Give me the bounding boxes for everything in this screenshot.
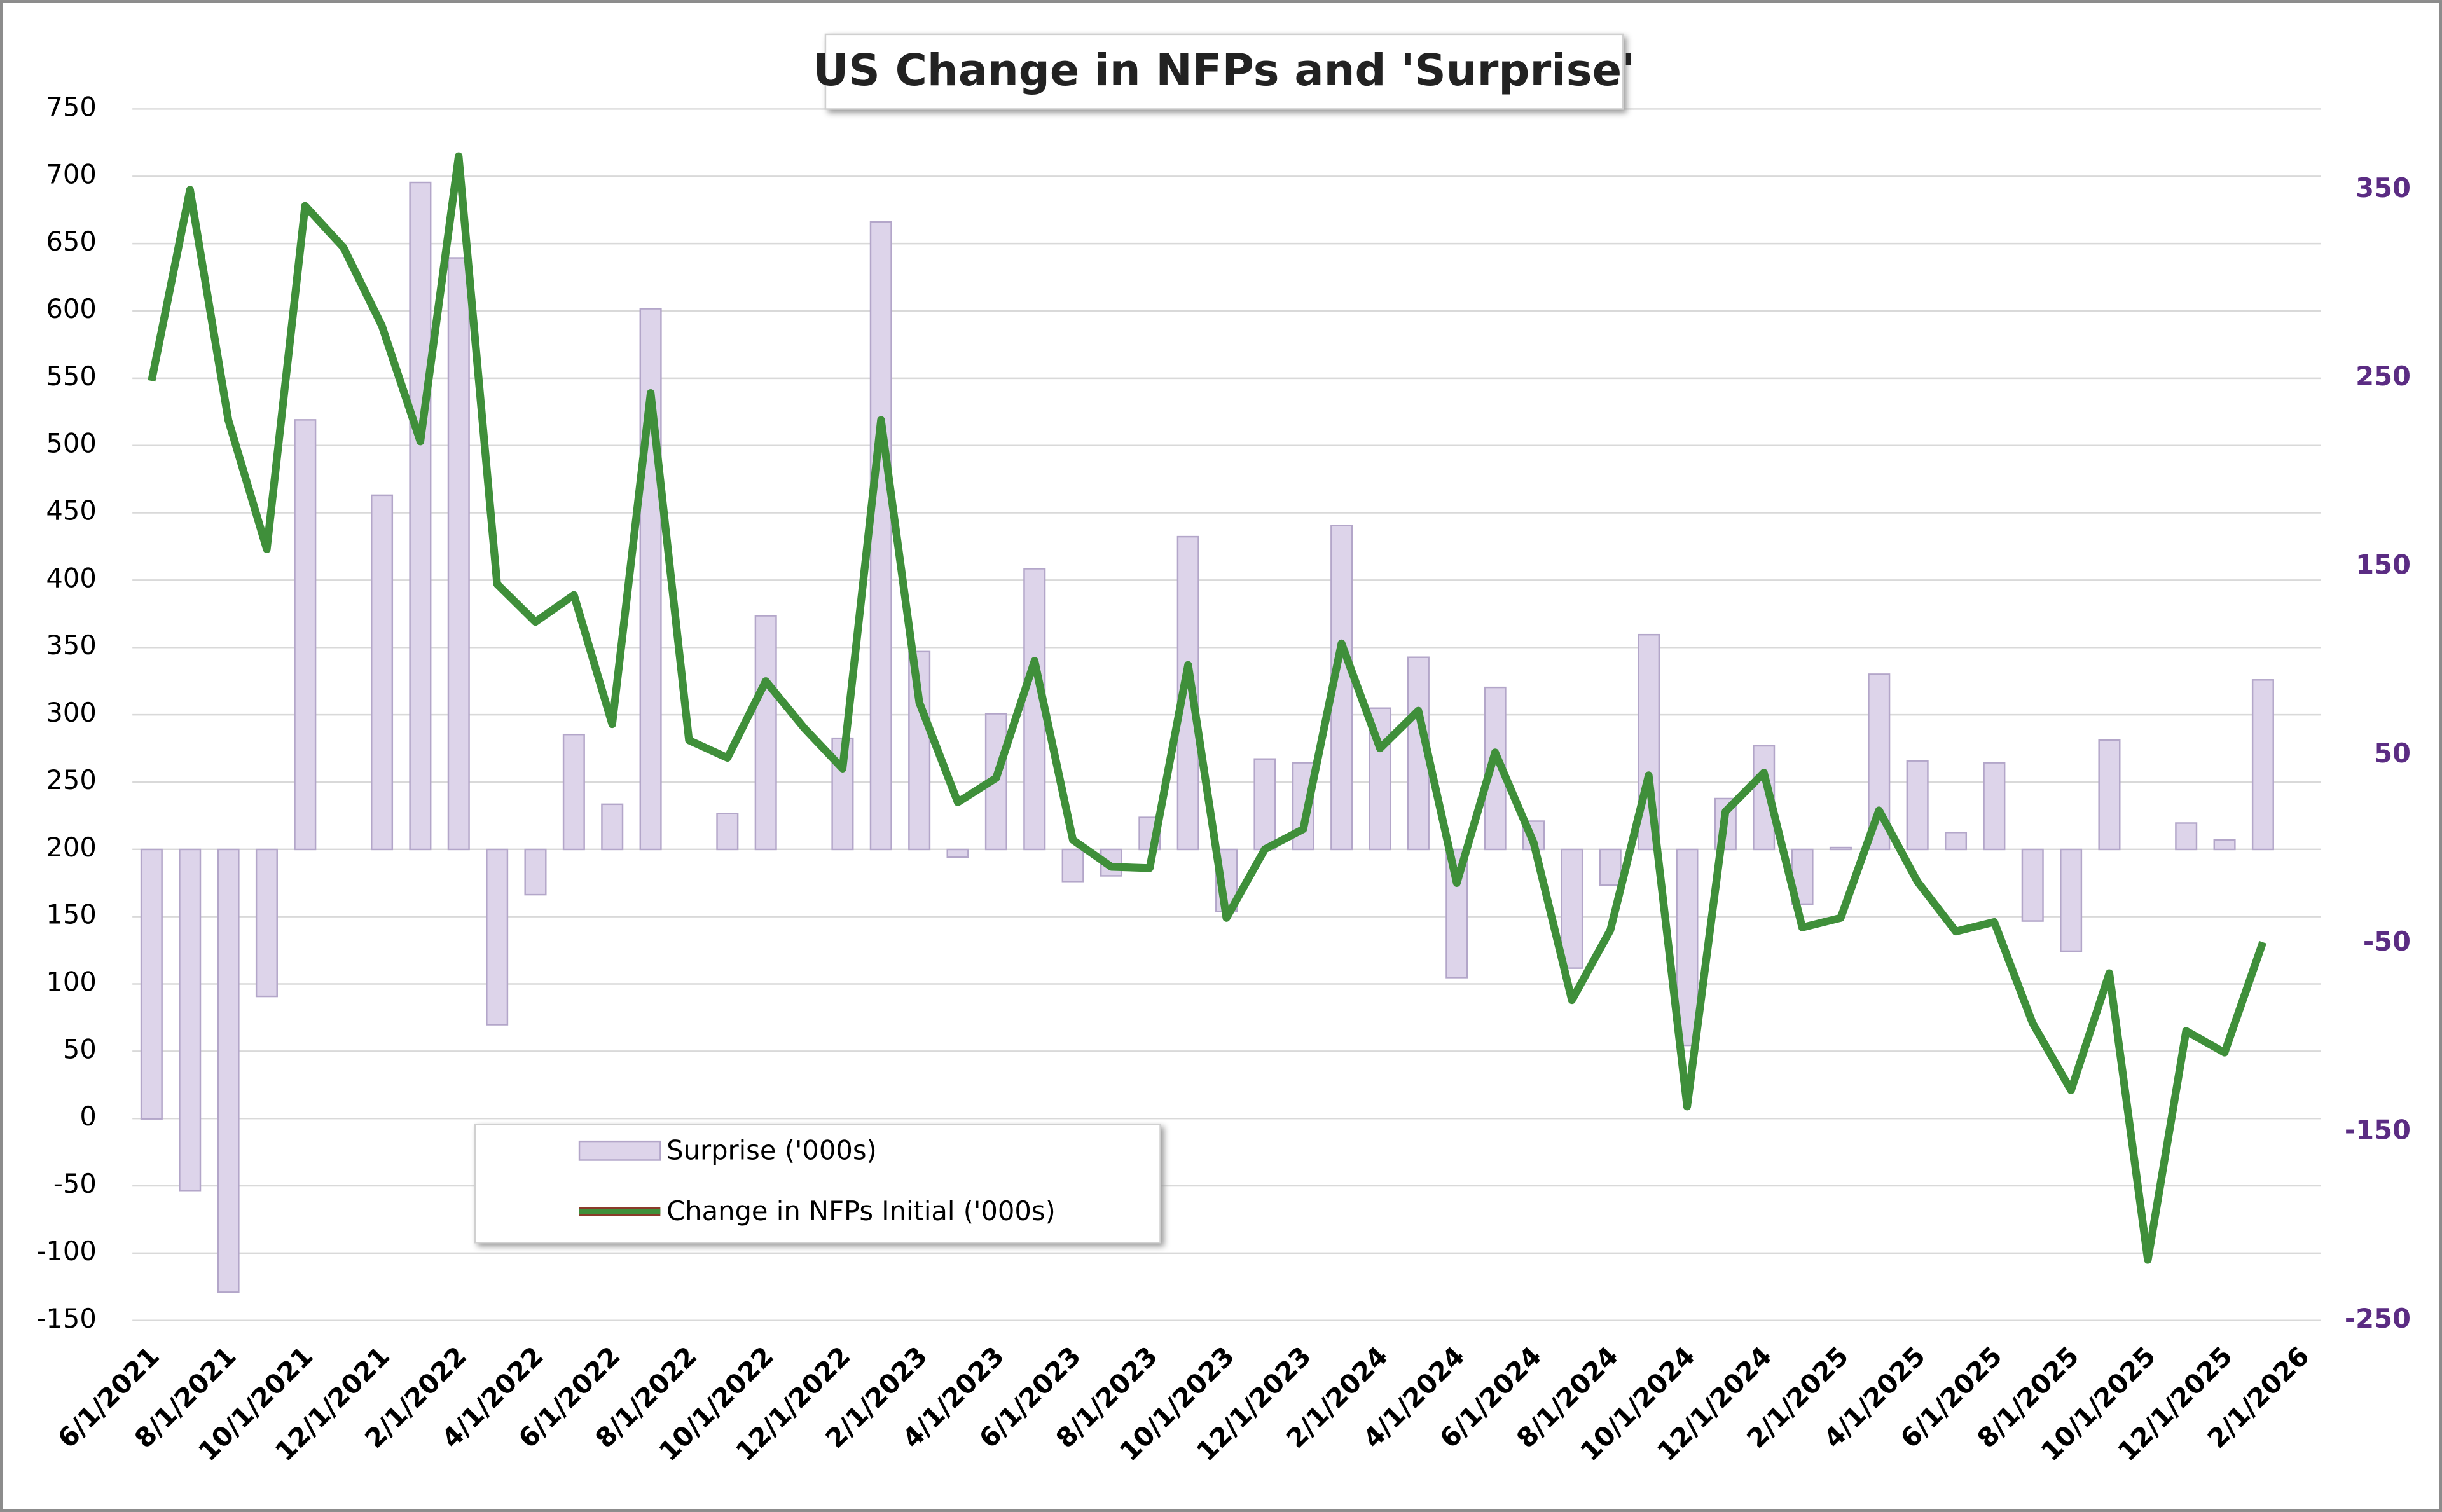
title-box — [824, 33, 1624, 110]
y-tick-label: 350 — [46, 629, 96, 661]
y-tick-label: 100 — [46, 966, 96, 998]
y2-tick-label: -250 — [2345, 1303, 2411, 1334]
bar — [1061, 848, 1084, 883]
y-tick-label: 150 — [46, 899, 96, 930]
bar — [524, 848, 547, 896]
y-tick-label: 700 — [46, 158, 96, 189]
y-tick-label: 650 — [46, 226, 96, 257]
y-tick-label: -100 — [36, 1235, 96, 1267]
plot — [140, 152, 2274, 1293]
bar — [1829, 846, 1852, 851]
bar — [294, 419, 317, 851]
legend-label: Change in NFPs Initial ('000s) — [666, 1195, 1056, 1227]
y-tick-label: 500 — [46, 428, 96, 459]
y-tick-label: 0 — [79, 1101, 96, 1132]
y2-tick-label: 350 — [2356, 172, 2411, 203]
bar — [179, 848, 202, 1192]
bar — [562, 733, 585, 851]
bar — [2213, 839, 2236, 851]
bar — [2021, 848, 2044, 922]
legend-swatch — [578, 1140, 661, 1161]
y-tick-label: 450 — [46, 495, 96, 526]
bar — [2251, 679, 2274, 851]
bar — [2098, 739, 2121, 851]
y-tick-label: 750 — [46, 91, 96, 122]
bar — [2060, 848, 2083, 952]
y-tick-label: -50 — [53, 1168, 97, 1199]
bar — [1944, 832, 1968, 851]
legend: Surprise ('000s) Change in NFPs Initial … — [474, 1123, 1161, 1244]
bar — [869, 221, 892, 851]
bar — [217, 848, 240, 1293]
bar — [1561, 848, 1583, 969]
legend-label: Surprise ('000s) — [666, 1134, 877, 1165]
bar — [255, 848, 278, 998]
y2-tick-label: -150 — [2345, 1114, 2411, 1145]
line — [148, 152, 2267, 1264]
bar — [946, 848, 969, 858]
y-tick-label: 250 — [46, 764, 96, 795]
y-tick-label: 300 — [46, 697, 96, 728]
bar — [716, 813, 739, 851]
bar — [754, 615, 777, 851]
y-tick-label: 50 — [63, 1033, 97, 1064]
y2-tick-label: -50 — [2363, 926, 2411, 957]
bar — [371, 494, 394, 851]
bar — [1599, 848, 1622, 886]
bar — [1983, 762, 2006, 851]
y2-tick-label: 150 — [2356, 549, 2411, 580]
bar — [140, 848, 163, 1120]
bar — [447, 257, 470, 851]
y-tick-label: -150 — [36, 1303, 96, 1334]
chart-title: US Change in NFPs and 'Surprise' — [813, 45, 1635, 96]
y-tick-label: 400 — [46, 562, 96, 593]
bar — [1253, 758, 1276, 851]
bar — [601, 803, 624, 851]
bar — [486, 848, 509, 1026]
bar — [1676, 848, 1699, 1047]
y-tick-label: 600 — [46, 293, 96, 324]
bar — [2175, 822, 2198, 851]
bar — [908, 650, 931, 851]
y2-tick-label: 250 — [2356, 361, 2411, 392]
bar — [1906, 760, 1929, 851]
bar — [409, 181, 432, 851]
y-tick-label: 550 — [46, 361, 96, 392]
y2-tick-label: 50 — [2374, 738, 2411, 769]
y-tick-label: 200 — [46, 832, 96, 863]
